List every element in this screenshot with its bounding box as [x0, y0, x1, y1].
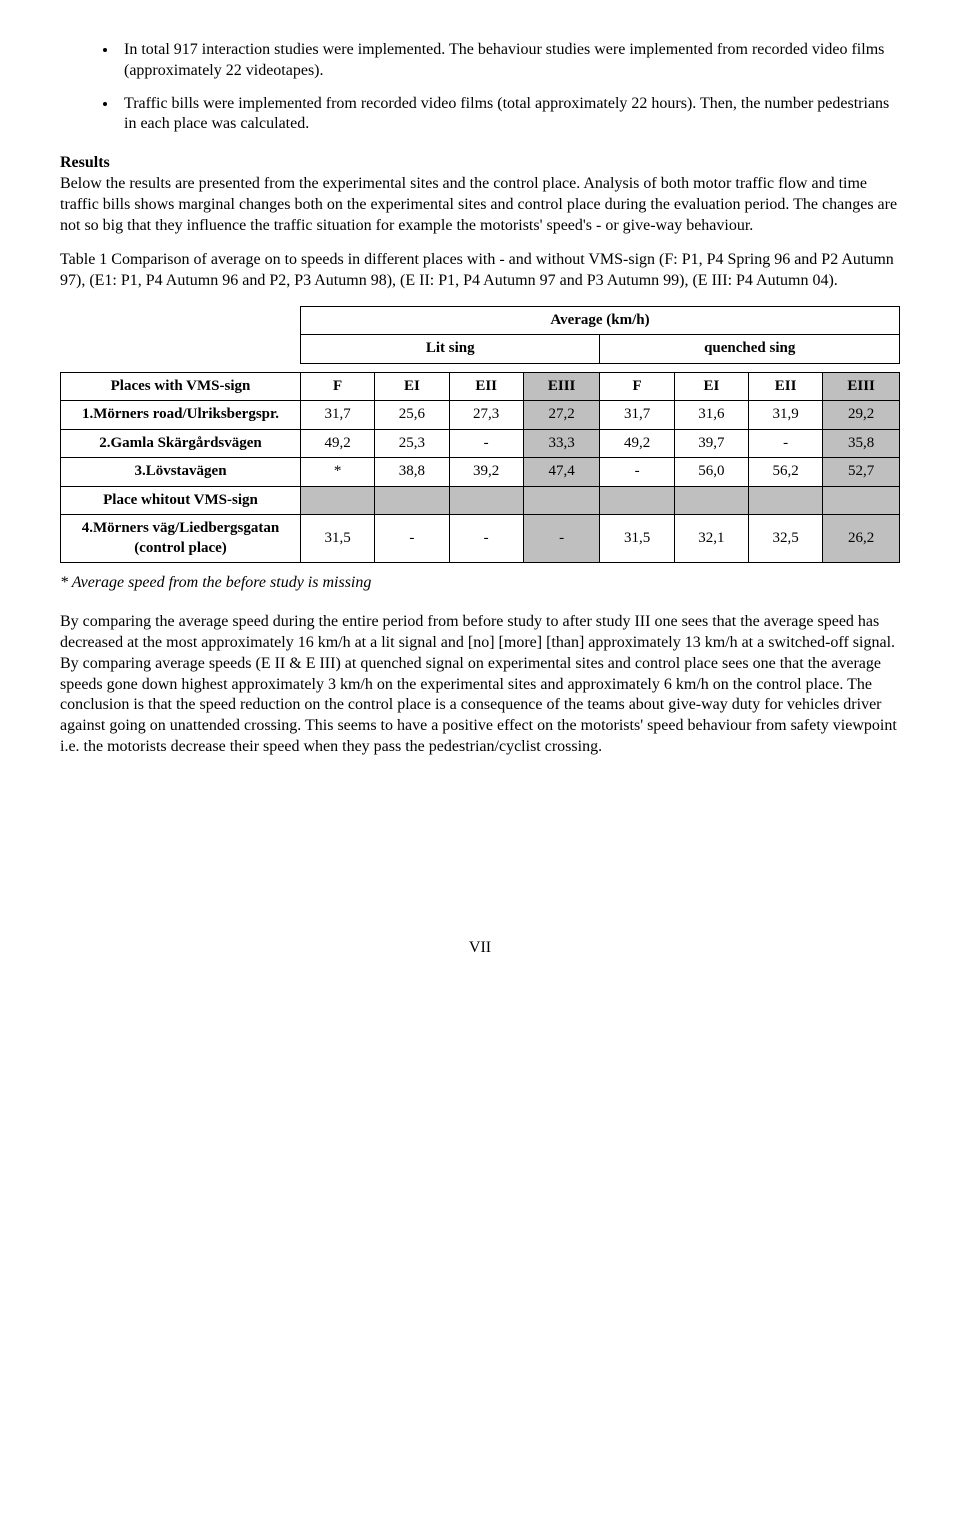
page-number: VII: [60, 938, 900, 959]
cell: 31,7: [600, 401, 674, 430]
bullet-list: In total 917 interaction studies were im…: [60, 40, 900, 135]
cell: 26,2: [823, 515, 900, 563]
cell: 31,5: [301, 515, 375, 563]
spacer-cell: [375, 486, 449, 515]
cell: 38,8: [375, 458, 449, 487]
spacer-cell: [749, 486, 823, 515]
spacer-cell: [449, 486, 523, 515]
cell: 25,6: [375, 401, 449, 430]
spacer-cell: [674, 486, 748, 515]
cell: 33,3: [523, 429, 600, 458]
table-row: 3.Lövstavägen * 38,8 39,2 47,4 - 56,0 56…: [61, 458, 900, 487]
col-f-lit: F: [301, 372, 375, 401]
row-label: 4.Mörners väg/Liedbergsgatan (control pl…: [61, 515, 301, 563]
table-row: 2.Gamla Skärgårdsvägen 49,2 25,3 - 33,3 …: [61, 429, 900, 458]
places-without-header: Place whitout VMS-sign: [61, 486, 301, 515]
cell: 35,8: [823, 429, 900, 458]
cell: 39,2: [449, 458, 523, 487]
cell: -: [375, 515, 449, 563]
table-caption: Table 1 Comparison of average on to spee…: [60, 250, 900, 292]
cell: -: [449, 515, 523, 563]
quenched-header: quenched sing: [600, 335, 900, 364]
cell: 39,7: [674, 429, 748, 458]
cell: 52,7: [823, 458, 900, 487]
row-label: 3.Lövstavägen: [61, 458, 301, 487]
lit-header: Lit sing: [301, 335, 600, 364]
spacer-cell: [523, 486, 600, 515]
cell: 31,7: [301, 401, 375, 430]
col-f-q: F: [600, 372, 674, 401]
spacer-cell: [301, 486, 375, 515]
cell: 31,5: [600, 515, 674, 563]
cell: -: [749, 429, 823, 458]
cell: 56,0: [674, 458, 748, 487]
row-label: 2.Gamla Skärgårdsvägen: [61, 429, 301, 458]
cell: 31,9: [749, 401, 823, 430]
places-with-header: Places with VMS-sign: [61, 372, 301, 401]
cell: 32,5: [749, 515, 823, 563]
avg-header: Average (km/h): [301, 306, 900, 335]
cell: 47,4: [523, 458, 600, 487]
cell: 31,6: [674, 401, 748, 430]
cell: *: [301, 458, 375, 487]
cell: 32,1: [674, 515, 748, 563]
col-eiii-q: EIII: [823, 372, 900, 401]
cell: 27,3: [449, 401, 523, 430]
cell: -: [449, 429, 523, 458]
results-heading: Results: [60, 153, 900, 174]
discussion-paragraph: By comparing the average speed during th…: [60, 612, 900, 758]
col-eii-q: EII: [749, 372, 823, 401]
bullet-item: In total 917 interaction studies were im…: [118, 40, 900, 82]
spacer-cell: [600, 486, 674, 515]
col-eii-lit: EII: [449, 372, 523, 401]
row-label: 1.Mörners road/Ulriksbergspr.: [61, 401, 301, 430]
table-footnote: * Average speed from the before study is…: [60, 573, 900, 594]
table-row: 4.Mörners väg/Liedbergsgatan (control pl…: [61, 515, 900, 563]
cell: 29,2: [823, 401, 900, 430]
cell: 27,2: [523, 401, 600, 430]
speed-table: Average (km/h) Lit sing quenched sing Pl…: [60, 306, 900, 564]
bullet-item: Traffic bills were implemented from reco…: [118, 94, 900, 136]
cell: -: [523, 515, 600, 563]
spacer-cell: [823, 486, 900, 515]
cell: -: [600, 458, 674, 487]
cell: 49,2: [600, 429, 674, 458]
results-paragraph: Below the results are presented from the…: [60, 175, 897, 234]
col-ei-lit: EI: [375, 372, 449, 401]
cell: 25,3: [375, 429, 449, 458]
cell: 56,2: [749, 458, 823, 487]
col-eiii-lit: EIII: [523, 372, 600, 401]
col-ei-q: EI: [674, 372, 748, 401]
cell: 49,2: [301, 429, 375, 458]
results-block: Results Below the results are presented …: [60, 153, 900, 236]
table-row: 1.Mörners road/Ulriksbergspr. 31,7 25,6 …: [61, 401, 900, 430]
